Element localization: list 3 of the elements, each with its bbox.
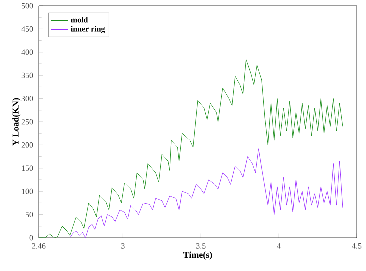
y-axis-title: Y Load(KN) [12,98,21,146]
x-axis-title: Time(s) [184,252,212,260]
line-series [39,60,344,238]
